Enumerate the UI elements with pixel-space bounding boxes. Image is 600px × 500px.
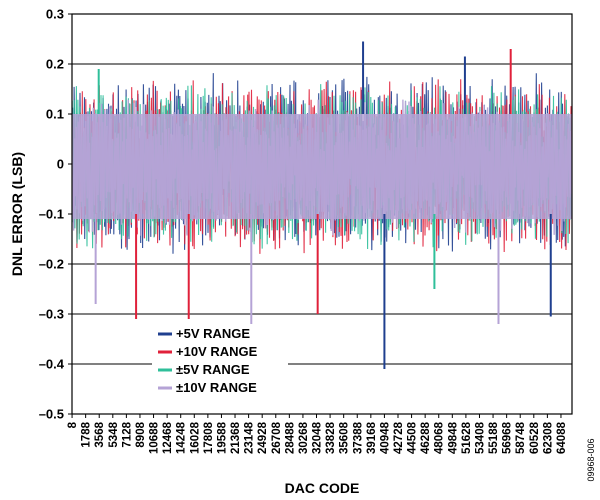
y-axis-title: DNL ERROR (LSB) [9, 152, 25, 276]
x-tick-label: 19588 [216, 421, 228, 454]
x-tick-label: 32048 [312, 421, 324, 454]
legend-label: ±10V RANGE [176, 380, 257, 395]
y-tick-label: –0.4 [39, 357, 65, 372]
x-tick-label: 49848 [447, 421, 459, 454]
x-tick-label: 42728 [393, 421, 405, 454]
y-tick-label: –0.2 [39, 257, 64, 272]
y-tick-label: –0.3 [39, 307, 64, 322]
x-tick-label: 1788 [81, 421, 93, 447]
x-tick-label: 14248 [176, 421, 188, 454]
x-tick-label: 10688 [149, 421, 161, 454]
x-tick-label: 39168 [366, 421, 378, 454]
x-tick-label: 35608 [339, 421, 351, 454]
x-tick-label: 37388 [352, 421, 364, 454]
x-tick-label: 28488 [284, 421, 296, 454]
x-tick-label: 26708 [271, 421, 283, 454]
x-tick-label: 60528 [529, 421, 541, 454]
legend-label: +10V RANGE [176, 344, 258, 359]
y-tick-label: –0.1 [39, 207, 64, 222]
x-tick-label: 5348 [108, 421, 120, 447]
x-tick-label: 55188 [488, 421, 500, 454]
series-core-band [72, 114, 572, 219]
x-tick-label: 48068 [434, 421, 446, 454]
x-tick-label: 30268 [298, 421, 310, 454]
x-tick-label: 58748 [515, 421, 527, 454]
y-tick-label: 0.1 [46, 107, 64, 122]
y-tick-label: 0 [57, 157, 64, 172]
x-tick-label: 56968 [502, 421, 514, 454]
spike-marks [94, 41, 552, 369]
x-tick-label: 3568 [94, 421, 106, 447]
x-tick-label: 24928 [257, 421, 269, 454]
x-tick-label: 40948 [379, 421, 391, 454]
figure-id: 09968-006 [586, 438, 596, 481]
legend: +5V RANGE +10V RANGE ±5V RANGE ±10V RANGE [152, 325, 288, 403]
x-tick-label: 16028 [189, 421, 201, 454]
x-tick-label: 8908 [135, 421, 147, 447]
x-tick-label: 51628 [461, 421, 473, 454]
x-tick-label: 53408 [475, 421, 487, 454]
x-tick-label: 64088 [556, 421, 568, 454]
x-tick-label: 62308 [542, 421, 554, 454]
x-axis-ticks: 8 1788 3568 5348 7128 8908 10688 12468 14248 1602… [67, 414, 568, 454]
y-tick-label: 0.2 [46, 57, 64, 72]
legend-background [152, 325, 288, 403]
x-tick-label: 7128 [121, 421, 133, 447]
legend-label: ±5V RANGE [176, 362, 250, 377]
y-tick-label: –0.5 [39, 407, 64, 422]
x-tick-label: 23148 [244, 421, 256, 454]
series-traces [71, 73, 573, 254]
x-tick-label: 46288 [420, 421, 432, 454]
x-tick-label: 44508 [407, 421, 419, 454]
x-tick-label: 21368 [230, 421, 242, 454]
x-tick-label: 12468 [162, 421, 174, 454]
x-axis-title: DAC CODE [285, 480, 360, 496]
y-tick-label: 0.3 [46, 7, 64, 22]
y-axis-ticks: –0.5 –0.4 –0.3 –0.2 –0.1 0 0.1 0.2 0.3 [39, 7, 72, 422]
x-tick-label: 17808 [203, 421, 215, 454]
legend-label: +5V RANGE [176, 326, 250, 341]
x-tick-label: 33828 [325, 421, 337, 454]
x-tick-label: 8 [67, 421, 79, 428]
